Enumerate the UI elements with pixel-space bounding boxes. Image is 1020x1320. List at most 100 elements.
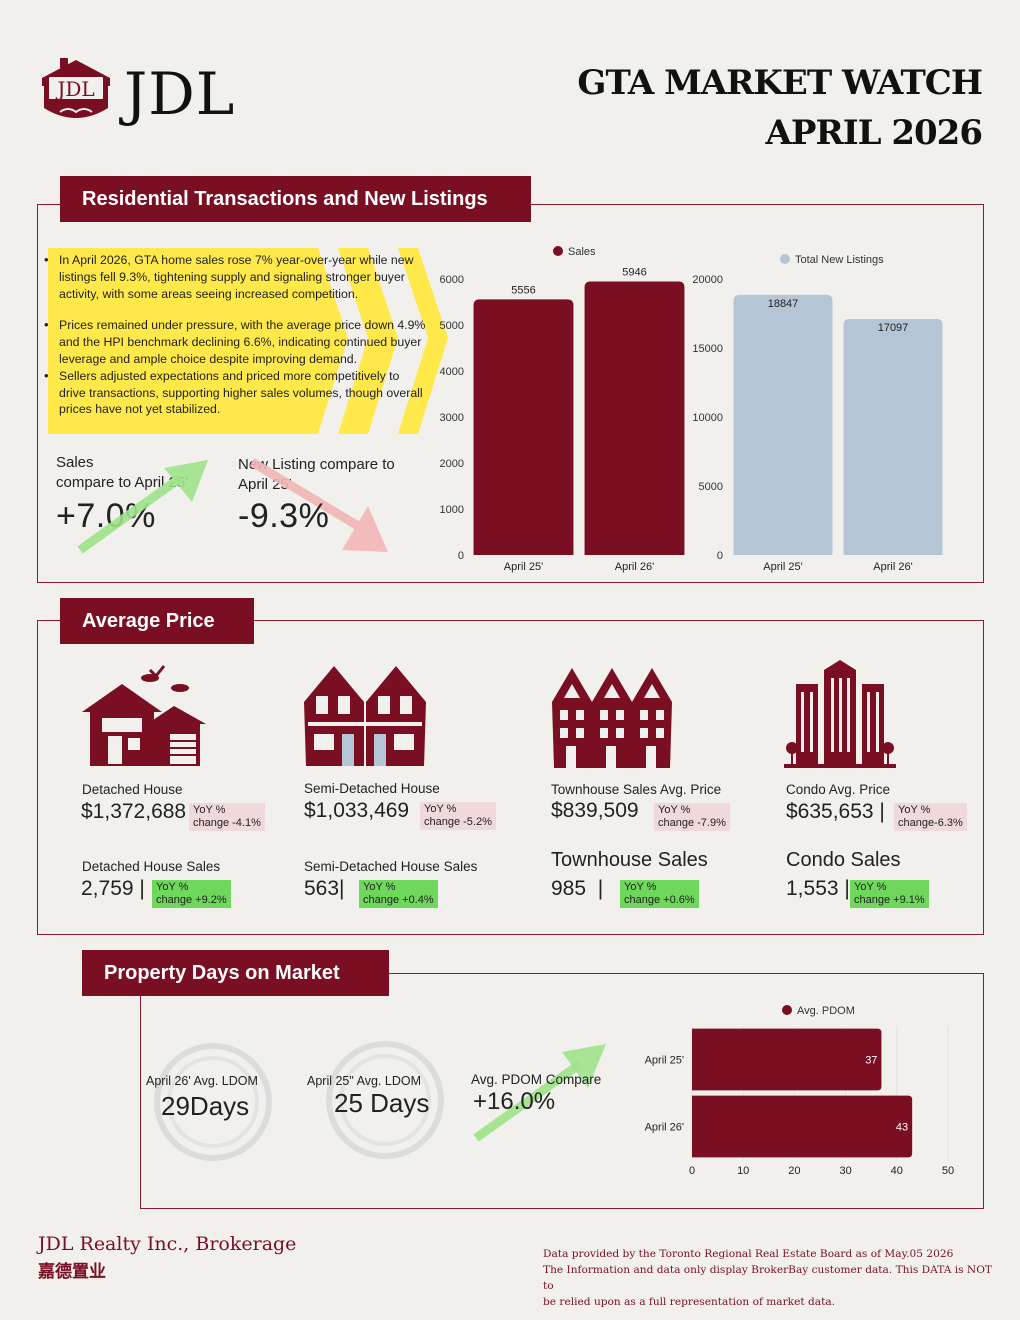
chip-value: change +9.1%: [854, 894, 925, 906]
bar-value-label: 18847: [768, 298, 799, 310]
bar: [692, 1028, 882, 1091]
detached-house-sales-title: Detached House Sales: [82, 859, 221, 874]
bar: [843, 319, 943, 555]
ldom-circle-icon: [154, 1043, 272, 1161]
condo-title: Condo Avg. Price: [786, 782, 891, 797]
report-title: GTA MARKET WATCH APRIL 2026: [577, 58, 983, 158]
y-tick-label: 0: [458, 550, 464, 562]
y-tick-label: 4000: [440, 366, 464, 378]
bar: [733, 294, 833, 555]
sales-bar-chart: Sales 0 1000 2000 3000 4000 5000 6000 5556 April …: [440, 246, 685, 573]
chip-label: YoY %: [854, 881, 887, 893]
days-on-market-section-tab: Property Days on Market: [82, 950, 389, 996]
logo-badge-text: JDL: [55, 77, 94, 101]
ldom-april26-label: April 26' Avg. LDOM: [146, 1074, 258, 1088]
bar-value-label: 5946: [622, 266, 646, 278]
y-tick-label: 1000: [440, 504, 464, 516]
summary-bullet: Prices remained under pressure, with the…: [44, 317, 428, 367]
semi-detached-house-icon: [304, 666, 426, 766]
chip-label: YoY %: [898, 804, 931, 816]
legend-label: Total New Listings: [795, 254, 884, 266]
bar: [692, 1095, 913, 1158]
semi-detached-title: Semi-Detached House: [304, 781, 440, 796]
condo-sales-title: Condo Sales: [786, 849, 901, 871]
condo-sales-yoy-chip: YoY % change +9.1%: [850, 880, 929, 908]
y-tick-label: April 25': [645, 1055, 684, 1067]
x-tick-label: 40: [891, 1165, 903, 1177]
y-tick-label: 10000: [692, 412, 723, 424]
days-on-market-section: [140, 973, 984, 1209]
chip-value: change -7.9%: [658, 817, 726, 829]
report-title-line2: APRIL 2026: [765, 113, 983, 153]
y-tick-label: 20000: [692, 274, 723, 286]
x-tick-label: April 25': [504, 561, 543, 573]
x-tick-label: April 26': [873, 561, 912, 573]
y-tick-label: 5000: [440, 320, 464, 332]
legend-marker: [553, 246, 563, 256]
townhouse-icon: [552, 668, 672, 768]
sales-compare-label: Sales compare to April 25': [56, 453, 188, 493]
footer-disclaimer-line: The Information and data only display Br…: [543, 1264, 992, 1292]
x-tick-label: 20: [788, 1165, 800, 1177]
x-tick-label: 30: [839, 1165, 851, 1177]
condo-price-yoy-chip: YoY % change-6.3%: [894, 803, 967, 831]
bar-value-label: 17097: [878, 322, 909, 334]
listing-compare-label-line1: New Listing compare to: [238, 456, 395, 473]
chip-label: YoY %: [658, 804, 691, 816]
footer-disclaimer-line: be relied upon as a full representation …: [543, 1296, 836, 1308]
semi-detached-sales-title: Semi-Detached House Sales: [304, 859, 478, 874]
x-tick-label: 10: [737, 1165, 749, 1177]
chip-value: change +0.6%: [624, 894, 695, 906]
detached-house-icon: [82, 665, 206, 766]
footer-disclaimer-line: Data provided by the Toronto Regional Re…: [543, 1248, 954, 1260]
townhouse-title: Townhouse Sales Avg. Price: [551, 782, 722, 797]
y-tick-label: 2000: [440, 458, 464, 470]
semi-price-yoy-chip: YoY % change -5.2%: [420, 802, 496, 830]
footer-company-name: JDL Realty Inc., Brokerage: [38, 1233, 297, 1255]
townhouse-sales-count: 985 |: [551, 877, 604, 900]
chip-label: YoY %: [624, 881, 657, 893]
listing-compare-value: -9.3%: [238, 497, 330, 535]
trend-down-arrow-icon: [249, 458, 388, 552]
chip-value: change-6.3%: [898, 817, 963, 829]
bar-value-label: 37: [865, 1055, 877, 1067]
x-tick-label: 50: [942, 1165, 954, 1177]
trend-up-arrow-icon: [473, 1044, 606, 1142]
chip-value: change -5.2%: [424, 816, 492, 828]
townhouse-price: $839,509: [551, 799, 639, 822]
transactions-section-tab: Residential Transactions and New Listing…: [60, 176, 531, 222]
y-tick-label: 0: [717, 550, 723, 562]
legend-label: Sales: [568, 246, 596, 258]
summary-bullet: In April 2026, GTA home sales rose 7% ye…: [44, 252, 428, 302]
summary-bullets: In April 2026, GTA home sales rose 7% ye…: [44, 252, 428, 433]
condo-building-icon: [784, 660, 896, 768]
summary-bullet: Sellers adjusted expectations and priced…: [44, 368, 428, 418]
footer-company-name-cn: 嘉德置业: [38, 1262, 106, 1282]
townhouse-sales-title: Townhouse Sales: [551, 849, 708, 871]
chip-value: change +9.2%: [156, 894, 227, 906]
average-price-section: [37, 620, 984, 935]
detached-sales-yoy-chip: YoY % change +9.2%: [152, 880, 231, 908]
ldom-circle-icon: [326, 1041, 444, 1159]
chip-value: change +0.4%: [363, 894, 434, 906]
semi-detached-sales-count: 563|: [304, 877, 345, 900]
x-tick-label: April 26': [615, 561, 654, 573]
report-title-line1: GTA MARKET WATCH: [577, 63, 983, 103]
chip-label: YoY %: [363, 881, 396, 893]
detached-house-sales-count: 2,759 |: [81, 877, 145, 900]
chip-label: YoY %: [424, 803, 457, 815]
semi-detached-price: $1,033,469: [304, 799, 410, 822]
new-listings-bar-chart: Total New Listings 0 5000 10000 15000 20000 18…: [692, 254, 943, 573]
y-tick-label: 5000: [699, 481, 723, 493]
detached-price-yoy-chip: YoY % change -4.1%: [189, 803, 265, 831]
y-tick-label: 6000: [440, 274, 464, 286]
y-tick-label: 15000: [692, 343, 723, 355]
semi-sales-yoy-chip: YoY % change +0.4%: [359, 880, 438, 908]
pdom-horizontal-bar-chart: Avg. PDOM 0 10 20 30 40 50 37 April 25' 43 April 2…: [645, 1005, 954, 1177]
sales-compare-label-line1: Sales: [56, 454, 94, 471]
bar-value-label: 5556: [511, 284, 535, 296]
legend-marker: [780, 254, 790, 264]
bar: [584, 281, 685, 555]
y-tick-label: April 26': [645, 1122, 684, 1134]
legend-marker: [782, 1005, 792, 1015]
